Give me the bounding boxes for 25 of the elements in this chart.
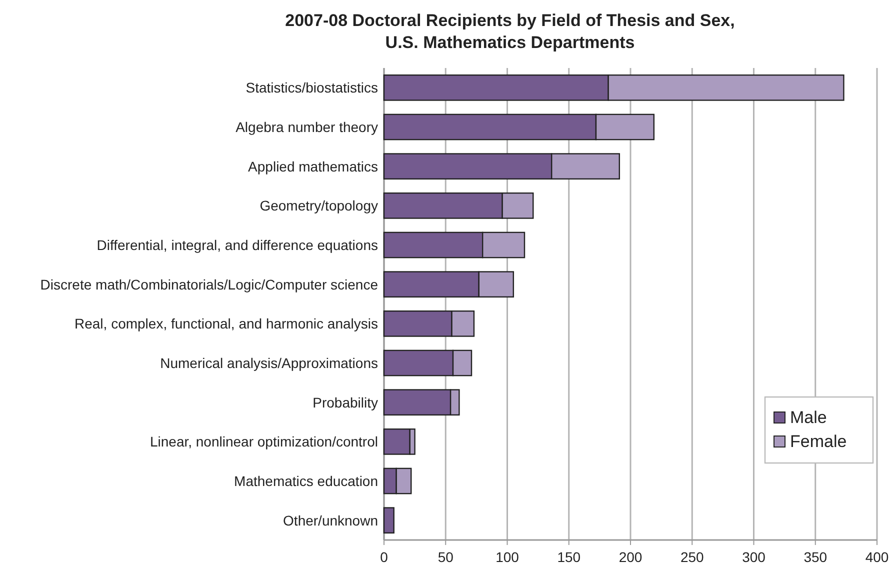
y-tick-label: Algebra number theory <box>236 119 378 135</box>
y-tick-label: Linear, nonlinear optimization/control <box>150 434 378 450</box>
y-tick-label: Other/unknown <box>283 512 378 528</box>
y-tick-label: Statistics/biostatistics <box>246 80 378 96</box>
bar <box>383 507 394 534</box>
x-tick-label: 200 <box>618 549 642 565</box>
x-tick-label: 350 <box>804 549 828 565</box>
y-tick-label: Mathematics education <box>234 473 378 489</box>
y-tick-label: Applied mathematics <box>248 158 378 174</box>
y-tick-label: Probability <box>312 394 378 410</box>
x-tick-label: 100 <box>496 549 520 565</box>
y-tick-label: Real, complex, functional, and harmonic analysis <box>74 316 378 332</box>
x-tick-label: 50 <box>438 549 454 565</box>
x-tick-label: 400 <box>865 549 889 565</box>
y-tick-label: Geometry/topology <box>260 198 378 214</box>
y-tick-label: Numerical analysis/Approximations <box>160 355 378 371</box>
legend-label: Female <box>790 432 847 451</box>
legend-label: Male <box>790 408 827 427</box>
y-tick-label: Discrete math/Combinatorials/Logic/Computer science <box>40 276 378 292</box>
x-tick-label: 0 <box>380 549 388 565</box>
chart-title: 2007-08 Doctoral Recipients by Field of Thesis and Sex, U.S. Mathematics Departments <box>285 11 735 52</box>
y-tick-label: Differential, integral, and difference equations <box>96 237 378 253</box>
x-tick-label: 250 <box>680 549 704 565</box>
x-tick-label: 300 <box>742 549 766 565</box>
x-tick-label: 150 <box>557 549 581 565</box>
